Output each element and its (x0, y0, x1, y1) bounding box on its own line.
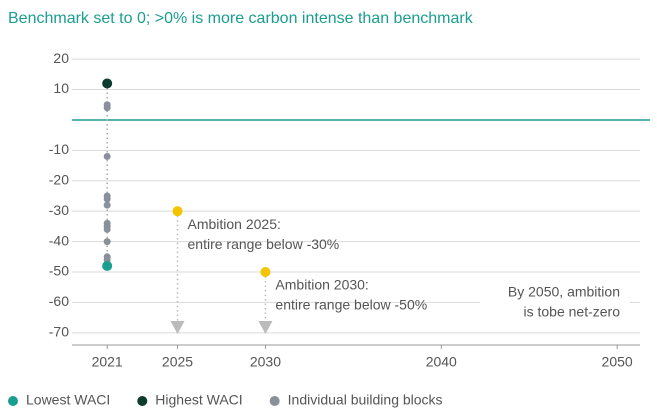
annotation-text: is tobe net-zero (524, 304, 621, 320)
annotation-text: By 2050, ambition (508, 284, 620, 300)
y-tick-label: -70 (49, 324, 69, 340)
y-tick-label: 20 (53, 50, 69, 66)
scatter-point (103, 238, 111, 246)
ambition-arrow-head (258, 321, 273, 334)
scatter-point (102, 78, 113, 89)
annotation-text: entire range below -50% (275, 297, 427, 313)
chart-title: Benchmark set to 0; >0% is more carbon i… (8, 10, 474, 27)
ambition-point (260, 267, 271, 278)
y-tick-label: -60 (49, 293, 69, 309)
scatter-point (103, 225, 111, 233)
legend-marker (8, 396, 18, 406)
annotation-text: entire range below -30% (188, 236, 340, 252)
legend-marker (269, 396, 280, 406)
annotation-text: Ambition 2025: (188, 216, 281, 232)
legend-marker (137, 396, 148, 406)
annotation-text: Ambition 2030: (275, 277, 368, 293)
x-tick-label: 2025 (162, 354, 193, 370)
annotation-bg (480, 282, 630, 324)
y-tick-label: -10 (49, 141, 69, 157)
x-tick-label: 2050 (602, 354, 633, 370)
legend-label: Highest WACI (155, 392, 242, 408)
scatter-point (103, 104, 111, 112)
scatter-point (102, 260, 113, 271)
y-tick-label: -50 (49, 263, 69, 279)
scatter-point (103, 195, 111, 203)
x-tick-label: 2021 (92, 354, 123, 370)
scatter-point (103, 201, 111, 209)
y-tick-label: 10 (53, 80, 69, 96)
x-tick-label: 2030 (250, 354, 281, 370)
legend-label: Lowest WACI (26, 392, 110, 408)
legend-label: Individual building blocks (288, 392, 443, 408)
ambition-point (172, 206, 183, 217)
y-tick-label: -40 (49, 232, 69, 248)
y-tick-label: -20 (49, 171, 69, 187)
y-tick-label: -30 (49, 202, 69, 218)
ambition-arrow-head (170, 321, 185, 334)
scatter-point (103, 152, 111, 160)
x-tick-label: 2040 (426, 354, 457, 370)
